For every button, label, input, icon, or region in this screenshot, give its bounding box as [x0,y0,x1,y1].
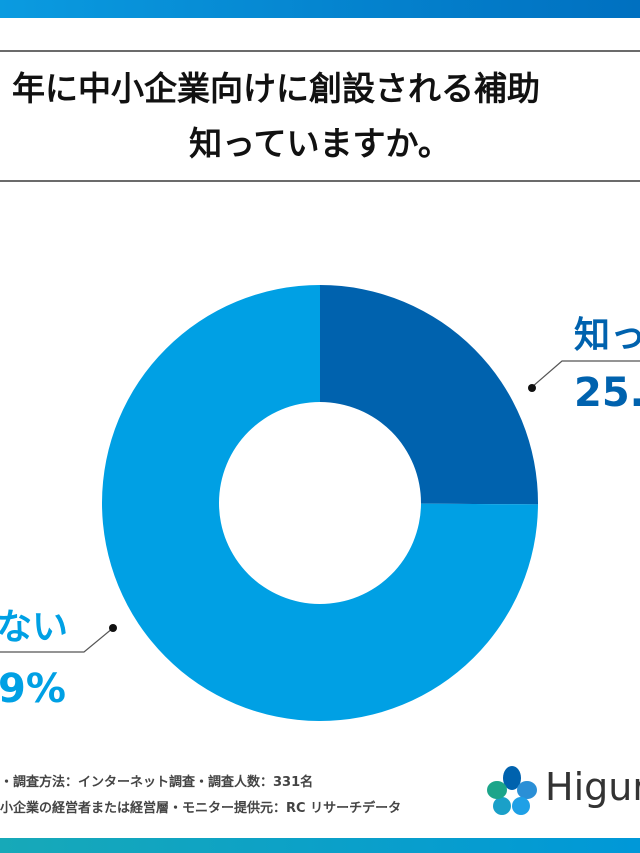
slice-value-unknown: 9% [0,666,66,712]
slice-label-known: 知っ [574,315,640,356]
footer-survey-target: 小企業の経営者または経営層・モニター提供元：RC リサーチデータ [0,801,402,816]
logo-text: Higuro [545,765,640,809]
leader-line-unknown [0,627,114,653]
leader-dot-known [528,384,536,392]
leader-dot-unknown [109,624,117,632]
leader-line-known [531,360,640,388]
bottom-banner [0,838,640,853]
footer-survey-method: ・調査方法：インターネット調査・調査人数：331名 [0,775,314,790]
slice-label-unknown: ない [0,607,69,648]
slice-value-known: 25. [574,370,640,416]
slice-known [320,285,538,505]
top-banner [0,0,640,18]
chart-title-line1: 年に中小企業向けに創設される補助 [12,69,540,108]
title-box [0,50,640,182]
slice-unknown [101,285,538,721]
chart-title-line2: 知っていますか。 [189,124,451,163]
